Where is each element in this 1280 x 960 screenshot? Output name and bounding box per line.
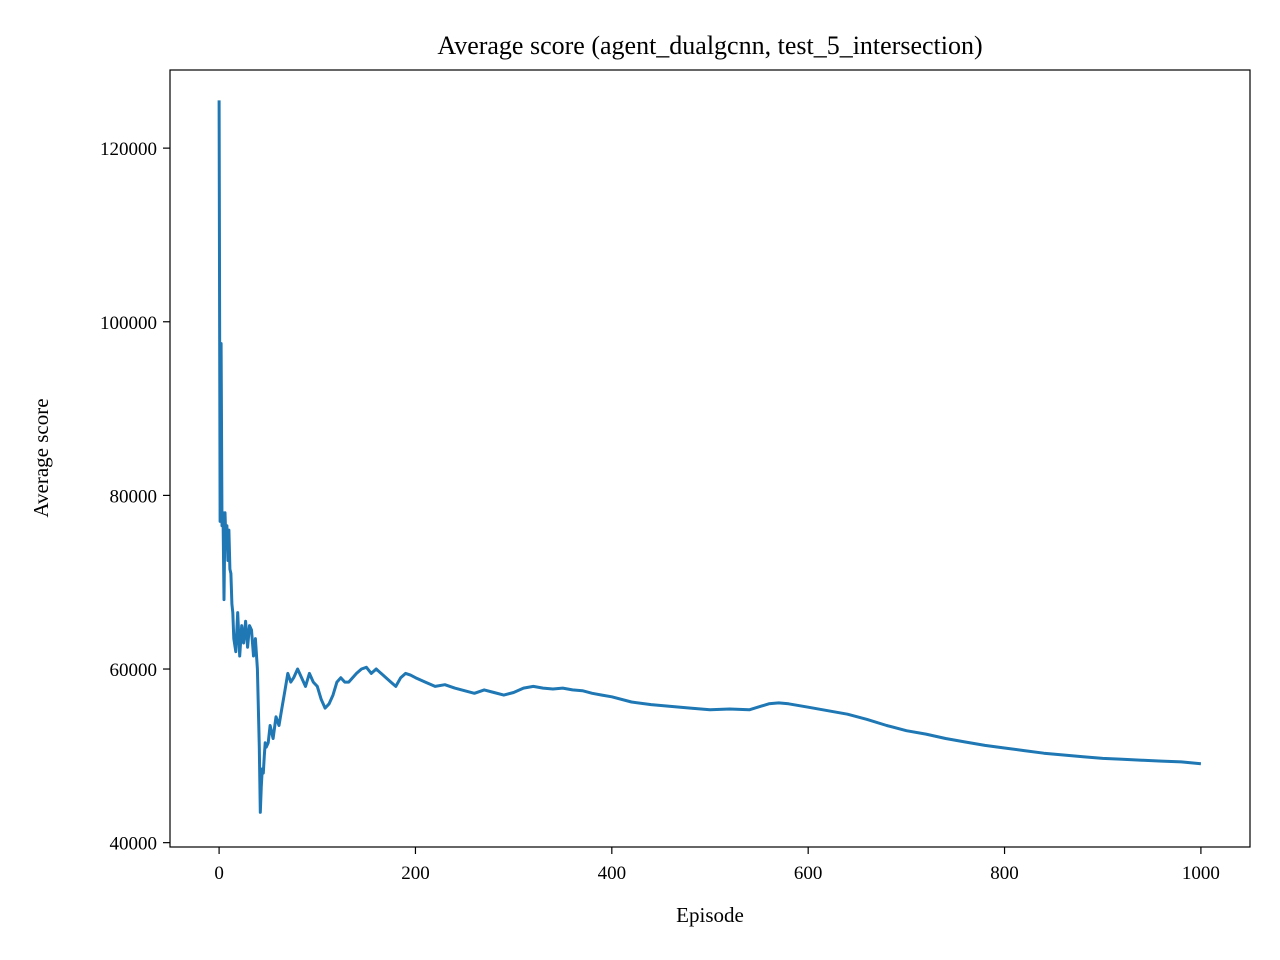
y-axis: 40000 60000 80000 100000 120000 bbox=[100, 139, 170, 855]
x-axis-label: Episode bbox=[676, 903, 744, 927]
y-tick-label: 40000 bbox=[110, 834, 158, 855]
x-tick-label: 400 bbox=[598, 863, 627, 884]
y-axis-label: Average score bbox=[29, 398, 53, 517]
x-tick-label: 200 bbox=[401, 863, 430, 884]
series-line bbox=[217, 100, 1202, 814]
x-tick-label: 0 bbox=[214, 863, 224, 884]
x-axis: 0 200 400 600 800 1000 bbox=[214, 847, 1220, 884]
x-tick-label: 1000 bbox=[1182, 863, 1220, 884]
y-tick-label: 120000 bbox=[100, 139, 157, 160]
plot-frame bbox=[169, 69, 1251, 848]
x-tick-label: 600 bbox=[794, 863, 823, 884]
chart-title: Average score (agent_dualgcnn, test_5_in… bbox=[437, 31, 982, 60]
y-tick-label: 60000 bbox=[110, 660, 158, 681]
y-tick-label: 100000 bbox=[100, 313, 157, 334]
y-tick-label: 80000 bbox=[110, 486, 158, 507]
x-tick-label: 800 bbox=[990, 863, 1019, 884]
